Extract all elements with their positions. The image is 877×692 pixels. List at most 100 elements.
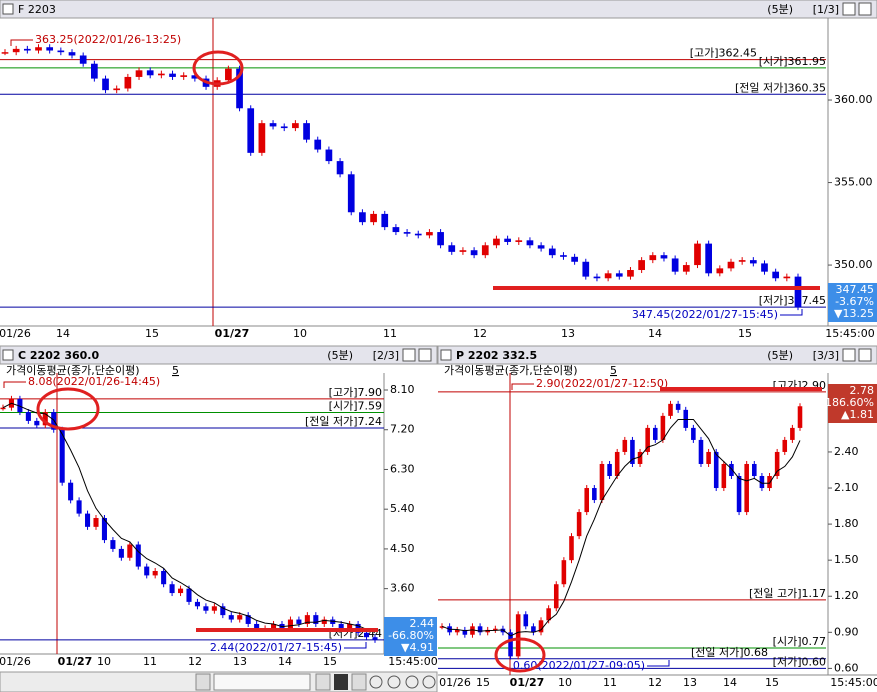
play-button[interactable]	[351, 673, 367, 691]
candle-body	[437, 232, 444, 246]
candle-body	[713, 451, 719, 489]
candle-body	[614, 451, 620, 477]
zoom-in[interactable]	[369, 675, 383, 689]
low-note-arrow	[344, 642, 367, 649]
candle-body	[79, 55, 87, 64]
panel-checkbox[interactable]	[2, 3, 14, 15]
scrollbar[interactable]	[0, 671, 438, 692]
candle-body	[470, 250, 478, 256]
moving-average	[441, 419, 801, 637]
zoom-out[interactable]	[387, 675, 401, 689]
x-tick-label: 11	[603, 676, 617, 689]
candle-body	[782, 439, 788, 452]
quote-diff: ▼4.91	[401, 641, 434, 654]
candle-body	[727, 261, 735, 269]
candle-body	[548, 248, 556, 256]
candle-body	[459, 250, 467, 252]
candle-body	[110, 540, 116, 549]
drawn-circle	[36, 387, 100, 431]
panel-close[interactable]	[858, 2, 872, 16]
zoom-reset[interactable]	[405, 675, 419, 689]
candle-body	[336, 161, 344, 175]
candle-body	[615, 273, 623, 277]
candle-body	[504, 238, 511, 242]
candle-body	[630, 439, 635, 464]
y-tick-label: 1.50	[834, 553, 859, 566]
candles	[439, 400, 803, 660]
y-tick-label: 2.40	[834, 445, 859, 458]
candle-body	[721, 463, 727, 489]
panel-checkbox[interactable]	[2, 349, 14, 361]
candle-body	[691, 427, 696, 440]
chart-panel: C 2202 360.0 (5분) [2/3] 가격이동평균(종가,단순이평) 5 8.1…	[0, 345, 438, 668]
level-label: [저가]347.45	[759, 294, 826, 307]
high-note: 2.90(2022/01/27-12:50)	[536, 377, 668, 390]
level-label: [전일 저가]360.35	[735, 80, 826, 94]
x-tick-label: 01/26	[0, 327, 31, 340]
panel-settings[interactable]	[842, 2, 856, 16]
high-note-arrow	[511, 383, 534, 390]
candle-body	[17, 398, 23, 413]
candle-body	[321, 619, 327, 624]
candles	[1, 44, 802, 311]
panel-period: (5분)	[767, 3, 793, 16]
candle-body	[508, 632, 513, 657]
high-note: 8.08(2022/01/26-14:45)	[28, 375, 160, 388]
candle-body	[571, 256, 578, 262]
candle-body	[738, 260, 746, 262]
scroll-thumb[interactable]	[213, 673, 311, 691]
quote-diff: ▲1.81	[841, 408, 874, 421]
candle-body	[675, 403, 681, 410]
panel-settings[interactable]	[842, 348, 856, 362]
level-label: [저가]0.60	[773, 655, 826, 668]
panel-page: [2/3]	[373, 349, 399, 362]
panel-close[interactable]	[858, 348, 872, 362]
candle-body	[313, 615, 319, 624]
low-note-arrow	[647, 660, 670, 667]
panel-close[interactable]	[418, 348, 432, 362]
x-tick-label: 12	[188, 655, 202, 668]
candle-body	[338, 623, 344, 629]
x-tick-label: 12	[648, 676, 662, 689]
candle-body	[102, 78, 109, 91]
candle-body	[180, 75, 188, 77]
panel-header	[0, 345, 438, 365]
y-tick-label: 6.30	[390, 462, 415, 475]
x-tick-label: 13	[683, 676, 697, 689]
stop-button[interactable]	[334, 674, 348, 690]
candle-body	[304, 615, 310, 624]
scroll-right[interactable]	[315, 673, 331, 691]
candle-body	[296, 619, 302, 624]
candle-body	[158, 73, 165, 76]
y-tick-label: 5.40	[390, 502, 415, 515]
candle-body	[546, 608, 551, 621]
panel-page: [1/3]	[813, 3, 839, 16]
x-tick-label: 01/27	[58, 655, 93, 668]
x-tick-label: 10	[558, 676, 572, 689]
y-tick-label: 3.60	[390, 582, 415, 595]
candle-body	[152, 570, 158, 576]
panel-settings[interactable]	[402, 348, 416, 362]
candle-body	[671, 258, 679, 272]
candle-body	[325, 149, 333, 162]
x-tick-label: 15	[738, 327, 752, 340]
x-tick-label: 11	[143, 655, 157, 668]
scroll-left[interactable]	[195, 673, 211, 691]
candle-body	[515, 240, 523, 242]
candle-body	[220, 606, 226, 616]
panel-checkbox[interactable]	[440, 349, 452, 361]
candle-body	[774, 451, 780, 477]
quote-box	[828, 384, 877, 423]
indicator-period: 5	[172, 364, 179, 377]
candle-body	[683, 409, 689, 428]
indicator-period: 5	[610, 364, 617, 377]
candle-body	[381, 213, 389, 228]
high-note-arrow	[3, 381, 26, 388]
zoom-fit[interactable]	[422, 675, 436, 689]
candle-body	[0, 407, 6, 410]
candle-body	[481, 245, 489, 256]
x-tick-label: 15	[145, 327, 159, 340]
candle-body	[364, 632, 370, 638]
level-label: [전일 고가]1.17	[749, 586, 826, 600]
